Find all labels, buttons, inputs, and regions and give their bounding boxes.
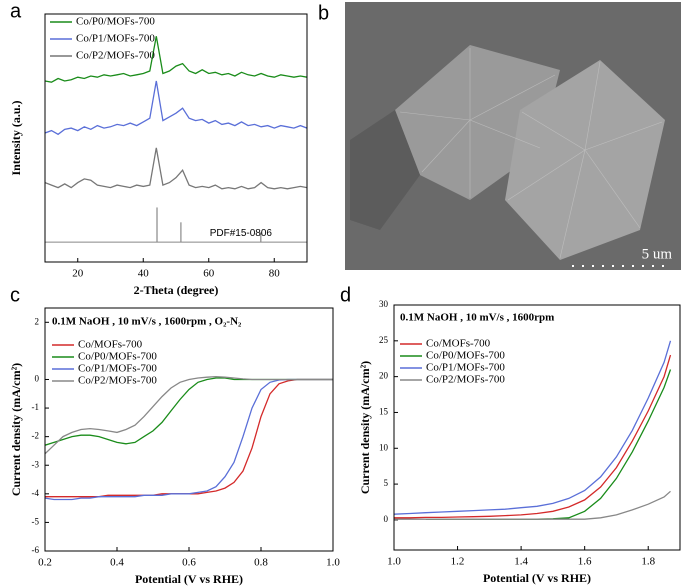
x-tick-label: 40 <box>138 268 150 280</box>
scale-bar-label: 5 um <box>642 246 673 262</box>
data-line <box>45 80 307 136</box>
y-axis-label: Current density (mA/cm²) <box>9 363 23 496</box>
x-axis-label: Potential (V vs RHE) <box>483 571 591 585</box>
y-tick-label: -2 <box>32 431 40 441</box>
x-tick-label: 1.4 <box>514 556 528 568</box>
x-axis-label: Potential (V vs RHE) <box>135 572 243 586</box>
y-tick-label: 30 <box>379 299 389 309</box>
data-line <box>45 147 307 190</box>
x-tick-label: 1.0 <box>326 557 340 569</box>
panel-label: b <box>318 2 329 24</box>
panel-label: d <box>340 284 351 306</box>
texture <box>399 48 663 259</box>
x-tick-label: 1.6 <box>578 556 592 568</box>
y-tick-label: 5 <box>384 478 389 488</box>
x-tick-label: 80 <box>269 268 281 280</box>
y-tick-label: 20 <box>379 371 389 381</box>
y-tick-label: -4 <box>32 488 40 498</box>
x-axis-label: 2-Theta (degree) <box>134 283 219 297</box>
annotation: 0.1M NaOH , 10 mV/s , 1600rpm , O₂-N₂ <box>52 316 242 328</box>
legend-label: Co/P0/MOFs-700 <box>76 16 155 28</box>
plot-frame <box>44 307 334 552</box>
y-axis-label: Intensity (a.u.) <box>9 100 23 175</box>
plot-frame <box>44 13 308 263</box>
annotation: 0.1M NaOH , 10 mV/s , 1600rpm <box>400 312 554 324</box>
x-tick-label: 0.2 <box>38 557 52 569</box>
x-tick-label: 1.8 <box>641 556 655 568</box>
data-line <box>394 490 671 520</box>
crystal <box>505 60 665 260</box>
y-tick-label: -1 <box>32 402 40 412</box>
y-tick-label: 10 <box>379 442 389 452</box>
x-tick-label: 1.2 <box>451 556 465 568</box>
data-line <box>45 377 333 446</box>
y-tick-label: 0 <box>384 514 389 524</box>
x-tick-label: 0.6 <box>182 557 196 569</box>
y-tick-label: 15 <box>379 407 389 417</box>
y-tick-label: -5 <box>32 516 40 526</box>
reference-label: PDF#15-0806 <box>210 228 273 239</box>
y-axis-label: Current density (mA/cm²) <box>358 361 372 494</box>
panel-label: a <box>10 0 22 22</box>
data-line <box>45 375 333 455</box>
crystal <box>350 110 420 230</box>
panel-label: c <box>10 284 20 306</box>
legend-label: Co/P0/MOFs-700 <box>426 350 505 362</box>
x-tick-label: 0.8 <box>254 557 268 569</box>
y-tick-label: -3 <box>32 459 40 469</box>
legend-label: Co/MOFs-700 <box>78 339 143 351</box>
y-tick-label: 0 <box>35 374 40 384</box>
legend-label: Co/P2/MOFs-700 <box>78 375 157 387</box>
y-tick-label: -6 <box>32 545 40 555</box>
data-line <box>45 36 307 83</box>
legend-label: Co/MOFs-700 <box>426 338 491 350</box>
x-tick-label: 60 <box>203 268 215 280</box>
sem-image: 5 um <box>345 2 681 270</box>
legend-label: Co/P1/MOFs-700 <box>78 363 157 375</box>
data-line <box>45 378 333 501</box>
legend-label: Co/P1/MOFs-700 <box>76 33 155 45</box>
data-line <box>394 340 672 515</box>
x-tick-label: 0.4 <box>110 557 124 569</box>
data-line <box>425 369 672 520</box>
data-line <box>394 354 672 519</box>
x-tick-label: 20 <box>72 268 84 280</box>
plot-frame <box>393 304 681 551</box>
y-tick-label: 25 <box>379 335 389 345</box>
legend-label: Co/P2/MOFs-700 <box>426 374 505 386</box>
data-line <box>45 378 333 498</box>
legend-label: Co/P0/MOFs-700 <box>78 351 157 363</box>
x-tick-label: 1.0 <box>387 556 401 568</box>
y-tick-label: 2 <box>35 316 40 326</box>
legend-label: Co/P1/MOFs-700 <box>426 362 505 374</box>
legend-label: Co/P2/MOFs-700 <box>76 50 155 62</box>
